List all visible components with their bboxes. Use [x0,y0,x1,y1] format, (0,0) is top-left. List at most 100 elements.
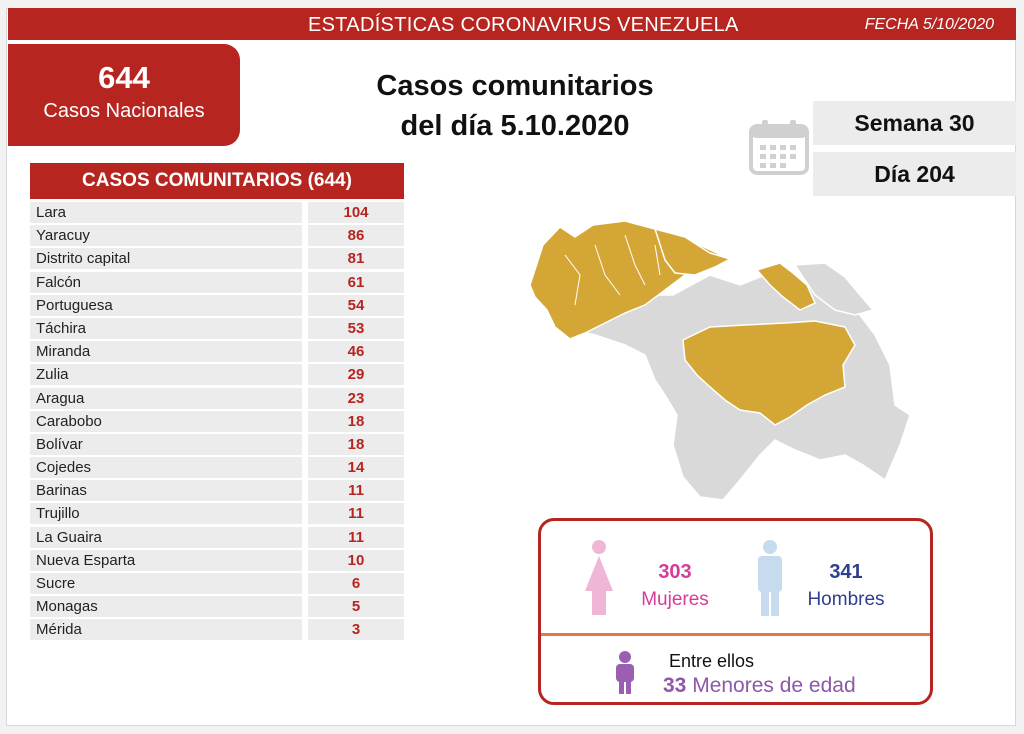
row-gap [302,573,308,594]
map-region-highlight-bolivar [682,320,856,426]
headline-line-2: del día 5.10.2020 [400,110,630,142]
row-gap [302,202,308,223]
men-count: 341 [829,561,863,583]
state-case-count: 54 [308,294,404,316]
table-row: Distrito capital 81 [30,248,404,270]
child-icon [616,651,634,694]
state-name: Monagas [30,596,302,618]
state-name: Distrito capital [30,248,302,270]
state-case-count: 18 [308,410,404,432]
row-gap [302,433,308,455]
minors-count: 33 [663,674,687,697]
row-gap [302,387,308,409]
state-name: Falcón [30,271,302,293]
state-name: Mérida [30,619,302,641]
state-name: Miranda [30,341,302,363]
national-cases-count: 644 [98,60,150,95]
table-row: La Guaira 11 [30,526,404,548]
state-name: La Guaira [30,526,302,548]
table-row: Mérida 3 [30,619,404,641]
table-row: Carabobo 18 [30,410,404,432]
among-label: Entre ellos [669,651,755,671]
table-row: Sucre 6 [30,573,404,594]
minors-line: 33 Menores de edad [663,674,856,698]
row-gap [302,225,308,247]
table-row: Miranda 46 [30,341,404,363]
header-bar: ESTADÍSTICAS CORONAVIRUS VENEZUELA FECHA… [8,8,1016,40]
state-case-count: 29 [308,364,404,386]
women-count: 303 [658,561,692,583]
state-name: Portuguesa [30,294,302,316]
state-name: Zulia [30,364,302,386]
row-gap [302,549,308,571]
state-case-count: 14 [308,457,404,479]
table-row: Bolívar 18 [30,433,404,455]
state-case-count: 11 [308,526,404,548]
day-box: Día 204 [813,152,1016,196]
state-name: Carabobo [30,410,302,432]
state-case-count: 61 [308,271,404,293]
row-gap [302,526,308,548]
row-gap [302,364,308,386]
table-row: Yaracuy 86 [30,225,404,247]
state-case-count: 86 [308,225,404,247]
state-name: Aragua [30,387,302,409]
state-name: Lara [30,202,302,223]
men-label: Hombres [807,589,885,610]
state-case-count: 81 [308,248,404,270]
state-case-count: 10 [308,549,404,571]
woman-icon [585,540,613,615]
state-name: Sucre [30,573,302,594]
row-gap [302,596,308,618]
man-icon [758,540,782,616]
venezuela-map [529,220,911,501]
state-case-count: 5 [308,596,404,618]
state-case-count: 3 [308,619,404,641]
state-name: Nueva Esparta [30,549,302,571]
state-name: Táchira [30,317,302,339]
divider-line [541,633,930,636]
calendar-icon [749,120,809,175]
row-gap [302,341,308,363]
table-row: Zulia 29 [30,364,404,386]
header-date: FECHA 5/10/2020 [864,16,994,33]
map-region-gray-east [793,262,875,316]
row-gap [302,294,308,316]
state-case-count: 18 [308,433,404,455]
state-name: Yaracuy [30,225,302,247]
state-name: Trujillo [30,503,302,525]
row-gap [302,480,308,502]
demographics-box: 303 Mujeres 341 Hombres Entre ellos 33 M… [538,518,933,705]
national-cases-label: Casos Nacionales [43,100,205,122]
table-header: CASOS COMUNITARIOS (644) [30,163,404,199]
table-row: Lara 104 [30,202,404,223]
state-name: Barinas [30,480,302,502]
row-gap [302,410,308,432]
state-case-count: 104 [308,202,404,223]
week-box: Semana 30 [813,101,1016,145]
row-gap [302,271,308,293]
table-row: Trujillo 11 [30,503,404,525]
table-row: Aragua 23 [30,387,404,409]
headline: Casos comunitarios del día 5.10.2020 [340,66,690,146]
state-cases-table: Lara 104 Yaracuy 86 Distrito capital 81 Falcón… [30,202,404,643]
row-gap [302,317,308,339]
national-cases-box: 644 Casos Nacionales [8,44,240,146]
row-gap [302,503,308,525]
row-gap [302,619,308,641]
state-case-count: 46 [308,341,404,363]
row-gap [302,457,308,479]
table-row: Cojedes 14 [30,457,404,479]
table-row: Falcón 61 [30,271,404,293]
women-label: Mujeres [641,589,709,610]
headline-line-1: Casos comunitarios [376,70,654,102]
map-region-highlight-east [755,262,816,311]
state-case-count: 6 [308,573,404,594]
state-case-count: 53 [308,317,404,339]
table-row: Monagas 5 [30,596,404,618]
state-case-count: 11 [308,503,404,525]
header-title: ESTADÍSTICAS CORONAVIRUS VENEZUELA [308,14,739,36]
state-case-count: 11 [308,480,404,502]
minors-label: Menores de edad [692,674,856,697]
table-row: Portuguesa 54 [30,294,404,316]
